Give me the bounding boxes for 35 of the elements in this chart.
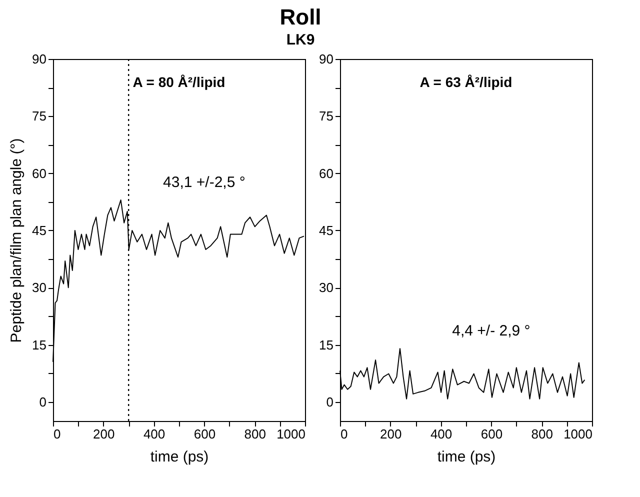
x-tick-label: 200 [93, 426, 115, 442]
x-tick-label: 800 [244, 426, 266, 442]
x-tick-label: 1000 [564, 426, 592, 442]
chart-title: Roll [280, 4, 322, 30]
y-tick-label: 75 [32, 108, 46, 124]
annotation: 4,4 +/- 2,9 ° [452, 322, 530, 340]
x-tick-label: 400 [430, 426, 452, 442]
y-tick-label: 60 [319, 166, 334, 181]
annotation: 43,1 +/-2,5 ° [163, 174, 246, 191]
annotation: A = 63 Å²/lipid [420, 74, 512, 90]
y-tick-label: 15 [319, 337, 334, 352]
y-tick-label: 60 [32, 166, 46, 181]
x-tick-label: 400 [143, 426, 166, 442]
annotation: A = 80 Å²/lipid [132, 74, 226, 90]
y-tick-label: 0 [326, 394, 334, 410]
x-axis-title: time (ps) [150, 448, 209, 466]
y-axis-title: Peptide plan/film plan angle (°) [8, 138, 26, 343]
x-tick-label: 1000 [276, 426, 306, 442]
x-tick-label: 0 [54, 426, 61, 442]
y-tick-label: 90 [319, 52, 334, 66]
x-tick-label: 600 [480, 426, 503, 442]
y-tick-label: 30 [319, 280, 334, 296]
y-tick-label: 0 [39, 394, 46, 410]
x-tick-label: 0 [340, 426, 348, 442]
chart-subtitle: LK9 [286, 32, 315, 48]
x-axis-title: time (ps) [437, 448, 496, 466]
y-tick-label: 45 [319, 222, 334, 238]
y-tick-label: 90 [32, 52, 46, 66]
y-tick-label: 75 [319, 108, 334, 124]
y-tick-label: 15 [32, 337, 46, 352]
x-tick-label: 800 [531, 426, 553, 442]
x-tick-label: 600 [194, 426, 216, 442]
y-tick-label: 45 [32, 222, 46, 238]
y-tick-label: 30 [32, 280, 46, 296]
x-tick-label: 200 [380, 426, 402, 442]
